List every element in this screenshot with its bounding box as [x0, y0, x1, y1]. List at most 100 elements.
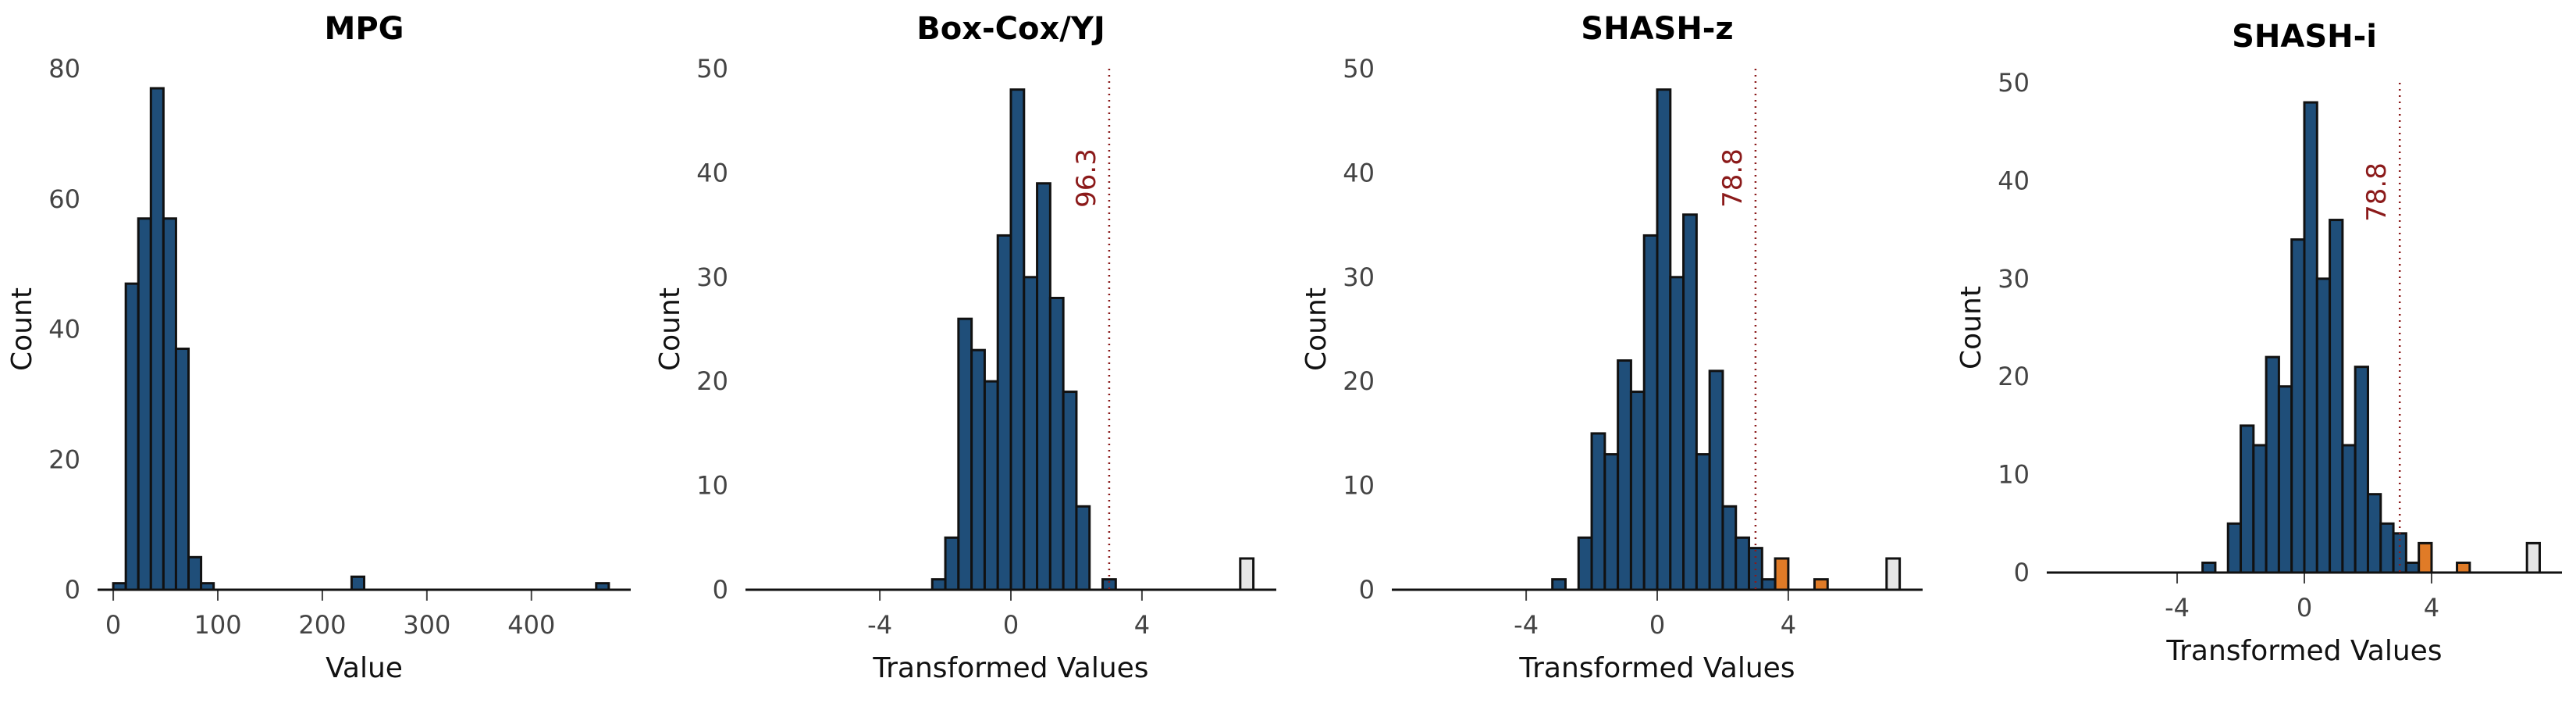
histogram-bar-normal — [972, 350, 985, 590]
histogram-bar-normal — [1024, 277, 1037, 590]
histogram-bar-extreme — [1887, 558, 1900, 590]
y-tick-label: 50 — [1998, 68, 2030, 98]
y-tick-label: 40 — [48, 315, 80, 344]
threshold-annotation: 96.3 — [1071, 148, 1102, 208]
x-tick-label: 4 — [1781, 610, 1796, 640]
histogram-bar-normal — [1696, 455, 1710, 590]
x-axis-label: Value — [326, 652, 403, 684]
histogram-bar-normal — [1710, 371, 1723, 590]
x-tick-label: 300 — [403, 610, 450, 640]
histogram-bar-outlier — [1814, 580, 1827, 590]
histogram-bar-extreme — [2527, 543, 2539, 573]
x-tick-label: 100 — [194, 610, 241, 640]
histogram-bar-normal — [1553, 580, 1566, 590]
x-axis-label: Transformed Values — [872, 652, 1148, 684]
histogram-bar-normal — [2355, 367, 2368, 573]
x-tick-label: -4 — [867, 610, 892, 640]
histogram-bar-normal — [138, 219, 151, 590]
threshold-annotation: 78.8 — [2361, 162, 2393, 222]
histogram-bar-normal — [2368, 494, 2380, 573]
chart-title: Box-Cox/YJ — [916, 11, 1105, 47]
histogram-bar-normal — [1037, 184, 1051, 590]
chart-title: MPG — [325, 11, 404, 47]
histogram-bar-normal — [1063, 392, 1076, 590]
histogram-bar-normal — [1050, 298, 1063, 590]
figure: MPGCountValue0204060800 100 200 300 400Box-C… — [0, 0, 2576, 703]
y-tick-label: 0 — [65, 575, 80, 605]
x-tick-label: 400 — [507, 610, 555, 640]
histogram-bar-normal — [1644, 235, 1657, 590]
histogram-bar-normal — [2381, 523, 2393, 573]
histogram-bar-normal — [2317, 279, 2329, 573]
histogram-bar-normal — [1736, 537, 1749, 590]
x-axis-label: Transformed Values — [2165, 635, 2442, 667]
histogram-bar-normal — [351, 576, 364, 590]
histogram-bar-extreme — [1240, 558, 1254, 590]
y-tick-label: 0 — [1359, 575, 1375, 605]
histogram-bar-normal — [2304, 102, 2317, 573]
y-tick-label: 0 — [2014, 558, 2030, 587]
histogram-bar-normal — [1618, 361, 1631, 590]
y-tick-label: 40 — [696, 158, 728, 187]
histogram-bar-normal — [2406, 562, 2418, 573]
x-tick-label: 200 — [298, 610, 346, 640]
histogram-bar-normal — [189, 557, 201, 590]
histogram-bar-normal — [126, 284, 138, 590]
histogram-bar-normal — [1684, 215, 1697, 590]
histogram-bar-normal — [1578, 537, 1592, 590]
y-tick-label: 30 — [1343, 262, 1375, 292]
y-tick-label: 10 — [696, 471, 728, 501]
histogram-bar-normal — [176, 349, 188, 590]
y-axis-label: Count — [6, 287, 38, 371]
histogram-bar-normal — [1723, 506, 1736, 590]
histogram-bar-normal — [1076, 506, 1090, 590]
histogram-bar-normal — [1592, 434, 1605, 590]
histogram-bar-normal — [2279, 387, 2291, 573]
y-tick-label: 40 — [1998, 166, 2030, 195]
y-tick-label: 20 — [48, 444, 80, 474]
histogram-bar-outlier — [1775, 558, 1788, 590]
histogram-bar-normal — [2203, 562, 2215, 573]
histogram-bar-normal — [1657, 90, 1670, 590]
y-tick-label: 60 — [48, 184, 80, 214]
y-tick-label: 20 — [696, 366, 728, 396]
threshold-annotation: 78.8 — [1717, 148, 1749, 208]
histogram-bar-normal — [932, 580, 945, 590]
histogram-bar-normal — [2241, 426, 2254, 573]
x-tick-label: 4 — [2424, 593, 2439, 623]
y-tick-label: 50 — [1343, 54, 1375, 84]
chart-title: SHASH-i — [2232, 19, 2377, 55]
histogram-bar-normal — [1605, 455, 1618, 590]
y-axis-label: Count — [654, 287, 686, 371]
y-tick-label: 30 — [1998, 264, 2030, 294]
histogram-bar-normal — [1631, 392, 1644, 590]
y-tick-label: 0 — [713, 575, 728, 605]
y-tick-label: 10 — [1343, 471, 1375, 501]
y-tick-label: 30 — [696, 262, 728, 292]
y-axis-label: Count — [1300, 287, 1332, 371]
figure-background — [0, 0, 2576, 703]
histogram-bar-normal — [959, 319, 972, 590]
y-tick-label: 50 — [696, 54, 728, 84]
histogram-bar-normal — [151, 88, 163, 590]
histogram-bar-outlier — [2419, 543, 2432, 573]
histogram-bar-normal — [2266, 357, 2279, 573]
y-tick-label: 20 — [1998, 362, 2030, 391]
histogram-bar-normal — [998, 235, 1011, 590]
x-tick-label: 0 — [2297, 593, 2312, 623]
x-tick-label: -4 — [1514, 610, 1539, 640]
x-tick-label: 0 — [1649, 610, 1665, 640]
histogram-bar-normal — [2292, 240, 2304, 573]
histogram-bar-normal — [2343, 445, 2355, 573]
x-tick-label: 0 — [105, 610, 121, 640]
histogram-bar-outlier — [2457, 562, 2470, 573]
y-tick-label: 80 — [48, 54, 80, 84]
histogram-bar-normal — [2254, 445, 2266, 573]
histogram-bar-normal — [984, 381, 998, 590]
histogram-bar-normal — [1011, 90, 1024, 590]
x-tick-label: 0 — [1003, 610, 1019, 640]
y-tick-label: 20 — [1343, 366, 1375, 396]
histogram-bar-normal — [2330, 220, 2343, 573]
x-axis-label: Transformed Values — [1518, 652, 1795, 684]
chart-title: SHASH-z — [1581, 11, 1733, 47]
